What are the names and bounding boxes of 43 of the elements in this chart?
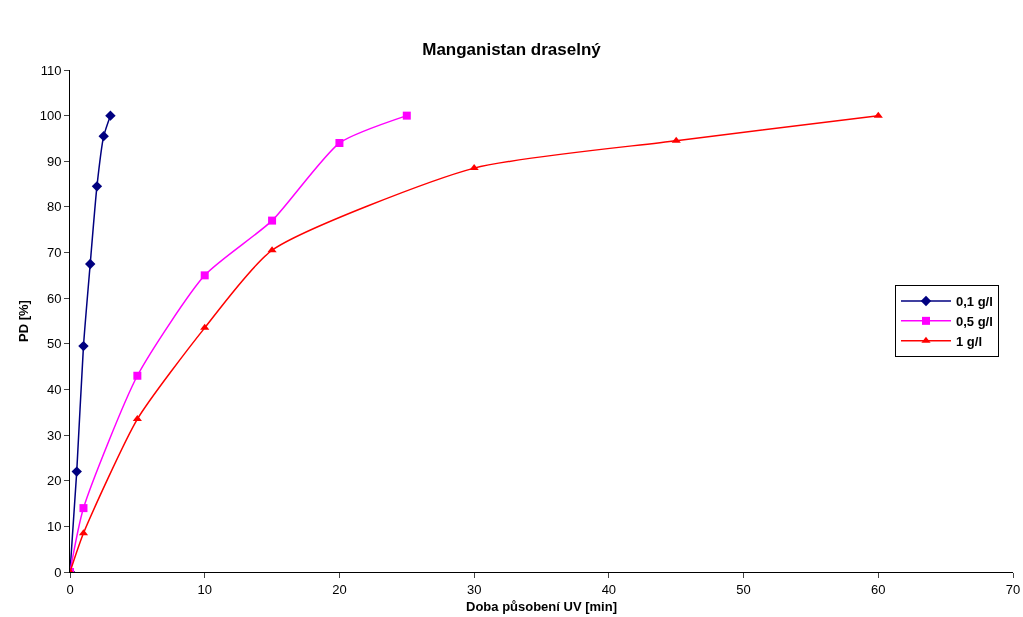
legend-label: 0,5 g/l <box>955 313 993 329</box>
point <box>268 216 277 225</box>
x-axis-title: Doba působení UV [min] <box>466 599 617 615</box>
y-tick-label: 10 <box>46 518 62 534</box>
x-tick-label: 60 <box>871 581 886 597</box>
y-tick-label: 90 <box>46 153 62 169</box>
y-tick-label: 80 <box>46 199 62 215</box>
chart-title: Manganistan draselný <box>422 40 602 60</box>
point <box>873 111 883 118</box>
y-tick-label: 20 <box>46 473 62 489</box>
point <box>91 181 103 192</box>
point <box>98 130 109 142</box>
y-tick-label: 100 <box>39 108 62 124</box>
x-tick-label: 70 <box>1005 581 1021 597</box>
point <box>200 323 210 330</box>
point <box>335 139 344 148</box>
point <box>85 258 96 270</box>
y-axis-title: PD [%] <box>15 300 31 342</box>
y-tick-label: 0 <box>54 564 62 580</box>
point <box>469 164 479 171</box>
y-tick-label: 40 <box>46 382 62 397</box>
x-tick-label: 50 <box>736 581 751 597</box>
y-tick-label: 50 <box>46 336 62 352</box>
x-tick-label: 10 <box>197 581 212 597</box>
point <box>78 340 89 352</box>
x-tick-label: 30 <box>466 581 482 597</box>
x-tick-label: 40 <box>601 581 617 597</box>
y-tick-label: 30 <box>46 427 62 443</box>
point <box>402 111 411 120</box>
x-tick-label: 0 <box>66 581 74 597</box>
legend-label: 0,1 g/l <box>955 294 993 310</box>
point <box>105 110 116 121</box>
point <box>71 466 82 477</box>
x-tick-label: 20 <box>332 581 347 597</box>
y-tick-label: 70 <box>46 245 62 261</box>
point <box>671 136 681 143</box>
point <box>133 371 142 380</box>
y-tick-label: 60 <box>46 290 62 306</box>
point <box>132 415 142 422</box>
legend-label: 1 g/l <box>955 333 983 349</box>
point <box>200 271 209 280</box>
point <box>79 504 88 513</box>
y-tick-label: 110 <box>40 62 62 78</box>
